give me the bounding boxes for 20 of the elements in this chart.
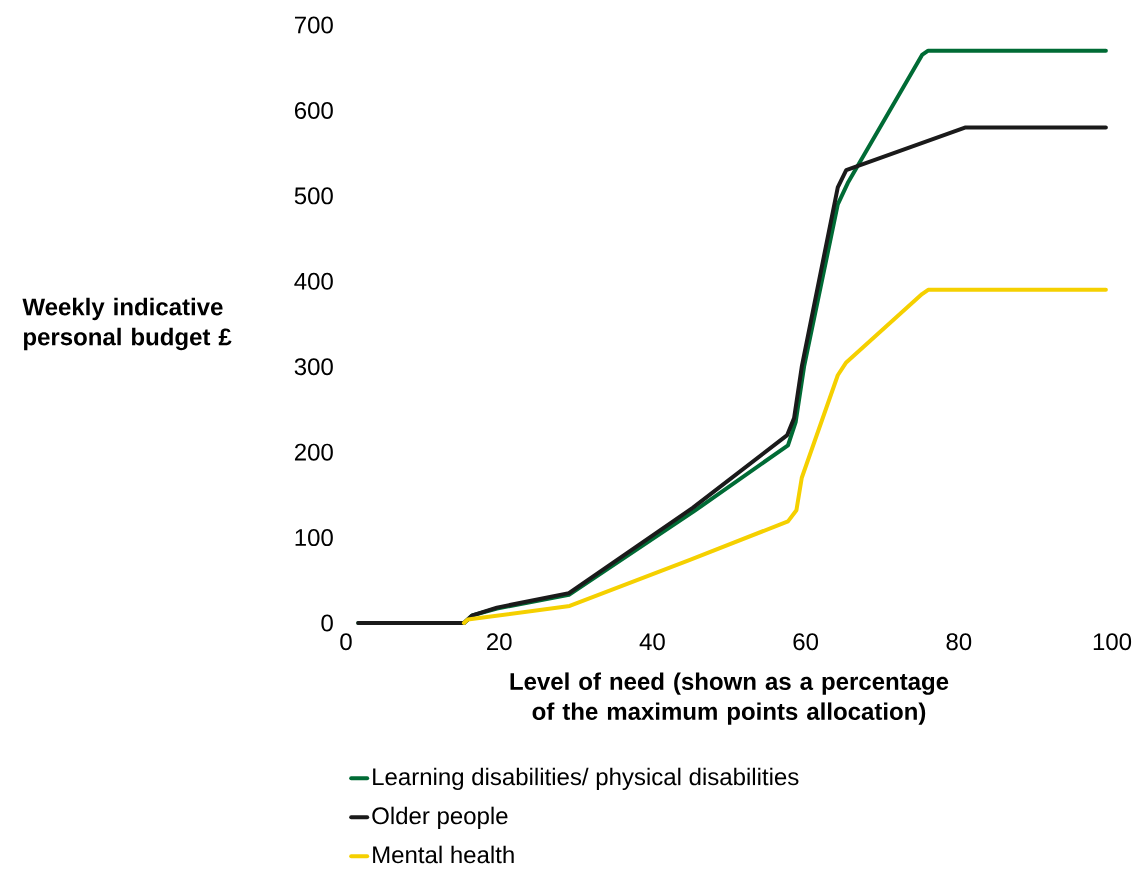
y-tick-label: 700: [294, 16, 333, 34]
y-tick-label: 300: [294, 358, 333, 376]
x-axis-title: Level of need (shown as a percentage of the maximum points allocation): [510, 672, 949, 725]
x-tick-label: 100: [1093, 633, 1132, 651]
y-tick-label: 400: [294, 272, 333, 290]
y-tick-label: 600: [294, 101, 333, 119]
x-tick-label: 0: [340, 633, 352, 651]
x-tick-label: 80: [946, 633, 972, 651]
y-tick-label: 200: [294, 443, 333, 461]
legend-label: Learning disabilities/ physical disabilities: [373, 767, 799, 791]
y-tick-label: 500: [294, 187, 333, 205]
x-tick-label: 60: [793, 633, 819, 651]
y-tick-label: 0: [321, 614, 333, 632]
y-axis-title: Weekly indicative personal budget £: [22, 297, 232, 351]
x-tick-label: 20: [487, 633, 512, 651]
legend-label: Mental health: [373, 845, 514, 864]
line-series: [461, 287, 1108, 625]
legend-label: Older people: [372, 806, 508, 830]
x-tick-label: 40: [639, 633, 665, 651]
y-tick-label: 100: [295, 529, 333, 547]
